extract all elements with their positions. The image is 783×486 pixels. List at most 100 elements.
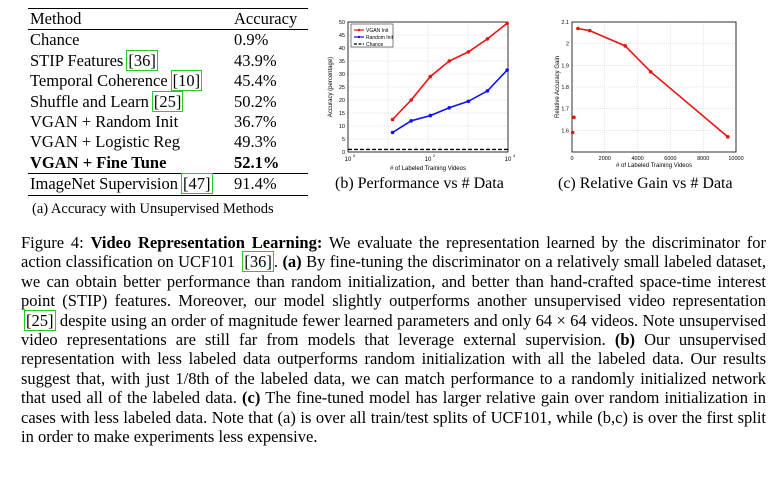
table-row: STIP Features [36] 43.9% (28, 49, 308, 71)
citation-25[interactable]: [25] (24, 309, 56, 331)
x-tick-exponent: 4 (513, 153, 516, 158)
data-point (623, 44, 627, 48)
figure-title: Video Representation Learning: (90, 233, 323, 252)
data-point (466, 99, 471, 104)
data-point (587, 28, 592, 33)
x-axis-label: # of Labeled Training Videos (616, 163, 692, 169)
legend-marker (357, 28, 361, 32)
method-cell: Shuffle and Learn [25] (30, 90, 184, 112)
citation-link[interactable]: [25] (151, 90, 184, 112)
y-tick-label: 1.7 (561, 107, 569, 113)
data-point (409, 119, 413, 123)
x-tick-exponent: 2 (433, 153, 436, 158)
table-row: Temporal Coherence [10] 45.4% (28, 70, 308, 92)
legend-label: Chance (366, 42, 383, 48)
data-point (390, 117, 395, 122)
y-axis-label: Relative Accuracy Gain (555, 56, 561, 118)
table-header-row: Method Accuracy (28, 8, 308, 31)
accuracy-cell: 52.1% (234, 152, 280, 172)
header-accuracy: Accuracy (234, 9, 298, 28)
caption-b: (b) Performance vs # Data (335, 175, 504, 192)
accuracy-cell: 50.2% (234, 91, 277, 111)
x-tick-label: 10000 (728, 156, 743, 162)
accuracy-cell: 91.4% (234, 174, 277, 194)
legend-label: VGAN Init (366, 28, 389, 34)
data-point (570, 130, 575, 135)
method-cell: Chance (30, 30, 80, 50)
accuracy-cell: 0.9% (234, 30, 269, 50)
accuracy-cell: 43.9% (234, 50, 277, 70)
series-line (577, 27, 729, 138)
legend-label: Random Init (366, 35, 394, 41)
y-tick-label: 1.8 (561, 85, 569, 91)
y-tick-label: 5 (342, 137, 345, 143)
plot-frame (571, 21, 737, 153)
table-row: VGAN + Fine Tune 52.1% (28, 153, 308, 173)
data-point (648, 70, 653, 74)
plot-frame (347, 21, 509, 153)
data-point (576, 26, 580, 31)
data-point (466, 50, 471, 54)
table-row: Chance 0.9% (28, 30, 308, 50)
method-cell: ImageNet Supervision [47] (30, 173, 213, 195)
data-point (428, 113, 433, 118)
data-point (447, 106, 452, 110)
y-tick-label: 35 (339, 59, 345, 65)
y-tick-label: 2 (566, 42, 569, 48)
method-cell: VGAN + Fine Tune (30, 152, 167, 172)
series-line-0 (391, 22, 508, 121)
figure-label: Figure 4: (21, 233, 91, 252)
data-point (447, 59, 452, 63)
header-method: Method (30, 9, 82, 28)
y-tick-label: 1.9 (561, 63, 569, 69)
citation-link[interactable]: [36] (126, 49, 158, 71)
citation-link[interactable]: [10] (170, 70, 203, 92)
data-point (428, 74, 433, 79)
x-tick-label: 10 (345, 157, 352, 163)
citation-link[interactable]: [47] (181, 173, 213, 195)
y-tick-label: 10 (339, 124, 345, 130)
x-axis-label: # of Labeled Training Videos (390, 166, 466, 172)
accuracy-cell: 36.7% (234, 111, 277, 131)
method-cell: Temporal Coherence [10] (30, 70, 203, 92)
method-cell: STIP Features [36] (30, 49, 158, 71)
accuracy-cell: 49.3% (234, 132, 277, 152)
accuracy-cell: 45.4% (234, 71, 277, 91)
y-tick-label: 30 (339, 72, 345, 78)
y-tick-label: 20 (339, 98, 345, 104)
method-cell: VGAN + Random Init (30, 111, 179, 131)
x-tick-label: 8000 (697, 156, 709, 162)
table-row: VGAN + Logistic Reg 49.3% (28, 132, 308, 152)
legend-marker (357, 35, 361, 39)
x-tick-label: 0 (570, 156, 573, 162)
y-axis-label: Accuracy (percentage) (328, 57, 334, 117)
data-point (505, 68, 509, 72)
caption-c: (c) Relative Gain vs # Data (558, 175, 733, 192)
data-point (485, 37, 490, 41)
data-point (390, 130, 395, 135)
table-row: Shuffle and Learn [25] 50.2% (28, 90, 308, 112)
relative-gain-vs-data-chart: 1.6 1.7 1.8 1.9 2 2.1 0 2000 4000 6000 8000 10000 # … (555, 20, 744, 169)
x-tick-label: 4000 (631, 156, 643, 162)
data-point (409, 98, 413, 102)
table-row: VGAN + Random Init 36.7% (28, 112, 308, 132)
y-tick-label: 50 (339, 20, 345, 26)
x-tick-label: 2000 (599, 156, 611, 162)
x-tick-label: 10 (505, 157, 512, 163)
y-tick-label: 1.6 (561, 128, 569, 134)
x-tick-label: 10 (425, 157, 432, 163)
citation-36[interactable]: [36] (242, 251, 274, 273)
method-cell: VGAN + Logistic Reg (30, 132, 180, 152)
x-tick-label: 6000 (664, 156, 676, 162)
table-row: ImageNet Supervision [47] 91.4% (28, 173, 308, 196)
figure-caption: Figure 4: Video Representation Learning:… (21, 233, 767, 447)
y-tick-label: 0 (342, 150, 345, 156)
data-point (572, 115, 576, 120)
data-point (485, 89, 490, 93)
y-tick-label: 45 (339, 33, 345, 39)
y-tick-label: 25 (339, 85, 345, 91)
x-tick-exponent: 0 (353, 153, 356, 158)
data-point (726, 135, 730, 139)
